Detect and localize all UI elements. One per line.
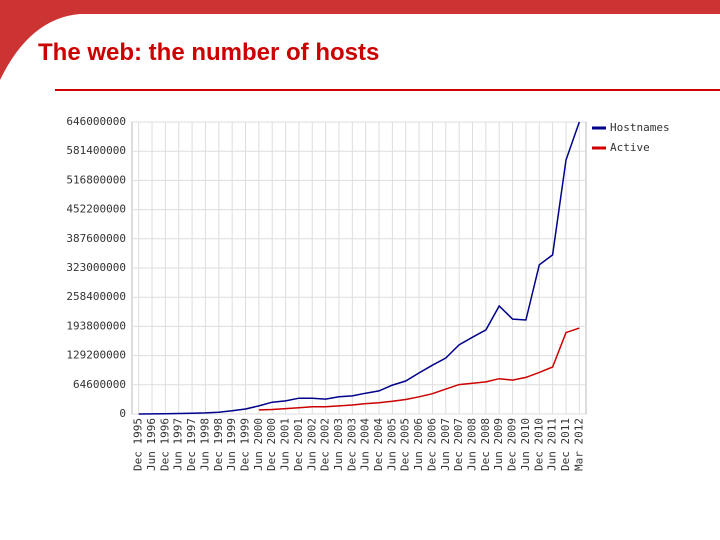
y-tick-label: 646000000 <box>66 115 126 128</box>
legend-label: Hostnames <box>610 121 670 134</box>
x-tick-label: Jun 2007 <box>439 418 452 471</box>
x-tick-label: Dec 2009 <box>506 418 519 471</box>
y-tick-label: 516800000 <box>66 173 126 186</box>
y-tick-label: 129200000 <box>66 349 126 362</box>
x-tick-label: Jun 2006 <box>412 418 425 471</box>
x-tick-label: Dec 1995 <box>132 418 145 471</box>
x-tick-label: Dec 1999 <box>239 418 252 471</box>
header-band <box>0 0 720 80</box>
y-tick-label: 323000000 <box>66 261 126 274</box>
series-line <box>258 327 580 411</box>
y-tick-label: 193800000 <box>66 319 126 332</box>
x-tick-label: Jun 2003 <box>332 418 345 471</box>
x-tick-label: Jun 2004 <box>359 418 372 471</box>
y-tick-label: 258400000 <box>66 290 126 303</box>
x-tick-label: Dec 1998 <box>212 418 225 471</box>
x-tick-label: Dec 2004 <box>372 418 385 471</box>
x-tick-label: Jun 2002 <box>305 418 318 471</box>
y-tick-label: 581400000 <box>66 144 126 157</box>
x-tick-label: Dec 2003 <box>345 418 358 471</box>
x-tick-label: Mar 2012 <box>572 418 585 471</box>
x-tick-label: Jun 2005 <box>385 418 398 471</box>
x-tick-label: Dec 2000 <box>265 418 278 471</box>
x-tick-label: Dec 2011 <box>559 418 572 471</box>
x-tick-label: Jun 2011 <box>546 418 559 471</box>
x-tick-label: Dec 2010 <box>532 418 545 471</box>
y-tick-label: 64600000 <box>73 378 126 391</box>
x-tick-label: Dec 2006 <box>425 418 438 471</box>
x-tick-label: Jun 1998 <box>198 418 211 471</box>
x-tick-label: Dec 1996 <box>158 418 171 471</box>
x-tick-label: Dec 2007 <box>452 418 465 471</box>
x-tick-label: Jun 1996 <box>145 418 158 471</box>
x-tick-label: Dec 2005 <box>399 418 412 471</box>
y-tick-label: 452200000 <box>66 203 126 216</box>
x-tick-label: Dec 2008 <box>479 418 492 471</box>
x-tick-label: Jun 1997 <box>172 418 185 471</box>
x-tick-label: Jun 1999 <box>225 418 238 471</box>
x-tick-label: Jun 2009 <box>492 418 505 471</box>
y-tick-label: 0 <box>119 407 126 420</box>
x-tick-label: Jun 2010 <box>519 418 532 471</box>
x-tick-label: Jun 2008 <box>466 418 479 471</box>
x-tick-label: Jun 2001 <box>279 418 292 471</box>
x-tick-label: Dec 2002 <box>319 418 332 471</box>
y-tick-label: 387600000 <box>66 232 126 245</box>
legend-label: Active <box>610 141 650 154</box>
x-tick-label: Jun 2000 <box>252 418 265 471</box>
series-line <box>138 121 581 415</box>
x-tick-label: Dec 1997 <box>185 418 198 471</box>
slide-title: The web: the number of hosts <box>38 39 379 66</box>
x-tick-label: Dec 2001 <box>292 418 305 471</box>
